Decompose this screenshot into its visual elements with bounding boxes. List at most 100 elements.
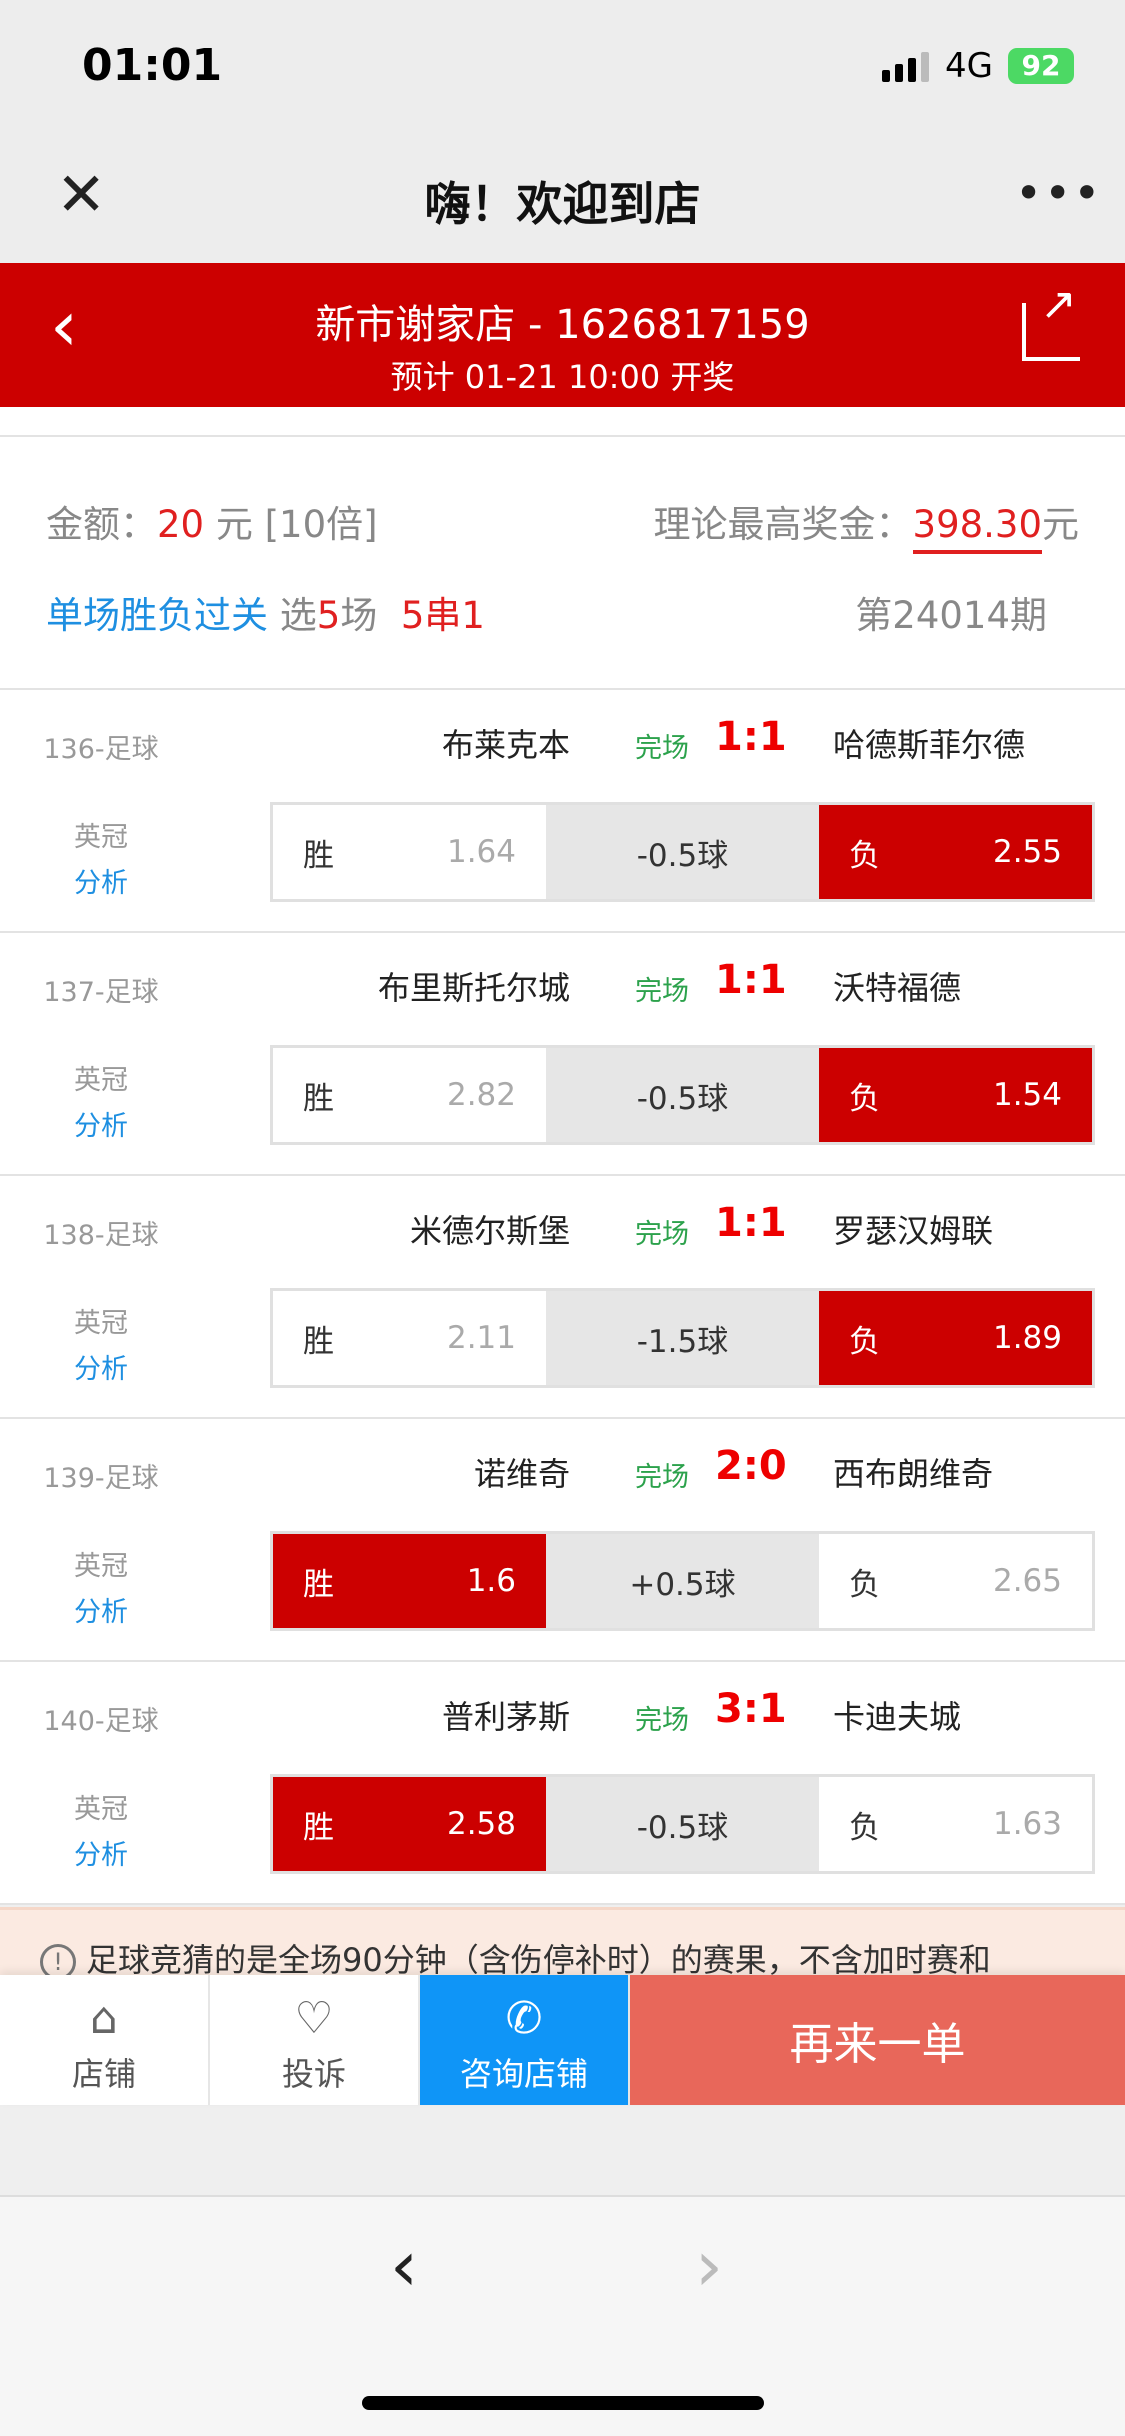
win-odds: 2.11 [446, 1320, 516, 1356]
win-option[interactable]: 胜 2.58 [273, 1777, 546, 1871]
lose-option[interactable]: 负 1.63 [819, 1777, 1092, 1871]
page-title: 嗨！欢迎到店 [424, 177, 701, 231]
divider [0, 407, 1125, 437]
match-status: 完场 [635, 733, 689, 764]
max-prize-value: 398.30 [912, 503, 1042, 554]
forward-icon[interactable]: › [695, 2225, 723, 2307]
browser-toolbar [0, 2195, 1125, 2436]
away-team: 哈德斯菲尔德 [833, 726, 1026, 764]
issue-number: 第24014期 [855, 594, 1047, 637]
match-row: 139-足球 英冠 分析 诺维奇 完场 2:0 西布朗维奇 胜 1.6 +0.5球 负… [0, 1419, 1125, 1662]
draw-time: 预计 01-21 10:00 开奖 [390, 358, 735, 396]
match-status: 完场 [635, 1219, 689, 1250]
away-team: 罗瑟汉姆联 [833, 1212, 994, 1250]
complain-button[interactable]: ♡ 投诉 [210, 1975, 420, 2105]
match-score: 1:1 [715, 957, 787, 1003]
play-type: 单场胜负过关 [46, 594, 268, 637]
signal-icon [882, 52, 929, 82]
shop-header [0, 263, 1125, 407]
analysis-link[interactable]: 分析 [74, 1840, 128, 1871]
match-code: 137-足球 [43, 977, 159, 1008]
combo: 5串1 [400, 594, 485, 637]
win-option[interactable]: 胜 2.82 [273, 1048, 546, 1142]
home-team: 诺维奇 [473, 1455, 570, 1493]
analysis-link[interactable]: 分析 [74, 1354, 128, 1385]
amount-value: 20 [157, 503, 205, 546]
consult-label: 咨询店铺 [459, 2055, 588, 2093]
match-row: 136-足球 英冠 分析 布莱克本 完场 1:1 哈德斯菲尔德 胜 1.64 -0.5… [0, 690, 1125, 933]
match-code: 139-足球 [43, 1463, 159, 1494]
win-label: 胜 [303, 837, 334, 874]
match-code: 136-足球 [43, 734, 159, 765]
lose-label: 负 [849, 1566, 880, 1603]
shop-button[interactable]: ⌂ 店铺 [0, 1975, 210, 2105]
share-icon[interactable] [1022, 279, 1080, 361]
order-info: 金额：20 元 [10倍] 理论最高奖金：398.30元 单场胜负过关 选5场 … [0, 437, 1125, 690]
lose-label: 负 [849, 1323, 880, 1360]
lose-option[interactable]: 负 1.89 [819, 1291, 1092, 1385]
nav-bar [0, 140, 1125, 263]
lose-option[interactable]: 负 2.55 [819, 805, 1092, 899]
analysis-link[interactable]: 分析 [74, 1111, 128, 1142]
more-icon[interactable]: ••• [1015, 166, 1103, 220]
lose-option[interactable]: 负 1.54 [819, 1048, 1092, 1142]
lose-option[interactable]: 负 2.65 [819, 1534, 1092, 1628]
win-odds: 2.58 [446, 1806, 516, 1842]
heart-icon: ♡ [294, 1993, 334, 2044]
match-status: 完场 [635, 1462, 689, 1493]
select-prefix: 选 [279, 594, 317, 637]
lose-label: 负 [849, 1080, 880, 1117]
league: 英冠 [74, 822, 128, 853]
win-label: 胜 [303, 1809, 334, 1846]
odds-box: 胜 2.11 -1.5球 负 1.89 [270, 1288, 1095, 1388]
match-status: 完场 [635, 976, 689, 1007]
odds-box: 胜 1.64 -0.5球 负 2.55 [270, 802, 1095, 902]
status-bar [0, 0, 1125, 140]
league: 英冠 [74, 1794, 128, 1825]
select-suffix: 场 [340, 594, 378, 637]
shop-label: 店铺 [71, 2055, 136, 2093]
away-team: 沃特福德 [833, 969, 962, 1007]
league: 英冠 [74, 1065, 128, 1096]
back-icon[interactable]: ‹ [50, 285, 78, 367]
home-team: 布里斯托尔城 [377, 969, 570, 1007]
phone-icon: ✆ [505, 1993, 543, 2044]
info-icon: ! [40, 1944, 76, 1975]
home-icon: ⌂ [90, 1993, 118, 2044]
home-indicator [362, 2396, 764, 2410]
analysis-link[interactable]: 分析 [74, 868, 128, 899]
match-score: 1:1 [715, 1200, 787, 1246]
reorder-button[interactable]: 再来一单 [630, 1975, 1125, 2105]
close-icon[interactable]: ✕ [56, 160, 107, 230]
max-prize: 理论最高奖金：398.30元 [653, 494, 1079, 554]
back-icon[interactable]: ‹ [390, 2225, 418, 2307]
select-count: 5 [316, 594, 341, 637]
odds-box: 胜 2.58 -0.5球 负 1.63 [270, 1774, 1095, 1874]
status-time: 01:01 [82, 40, 223, 91]
consult-button[interactable]: ✆ 咨询店铺 [420, 1975, 630, 2105]
network-type: 4G [945, 46, 993, 86]
league: 英冠 [74, 1308, 128, 1339]
match-row: 138-足球 英冠 分析 米德尔斯堡 完场 1:1 罗瑟汉姆联 胜 2.11 -1.5… [0, 1176, 1125, 1419]
max-prize-label: 理论最高奖金： [653, 503, 913, 546]
handicap: -0.5球 [546, 1048, 819, 1142]
match-score: 2:0 [715, 1443, 787, 1489]
notice-banner: ! 足球竞猜的是全场90分钟（含伤停补时）的赛果，不含加时赛和 [0, 1907, 1125, 1975]
lose-odds: 2.65 [992, 1563, 1062, 1599]
match-status: 完场 [635, 1705, 689, 1736]
win-option[interactable]: 胜 1.64 [273, 805, 546, 899]
home-team: 布莱克本 [441, 726, 570, 764]
amount-unit: 元 [10倍] [215, 503, 378, 546]
win-option[interactable]: 胜 1.6 [273, 1534, 546, 1628]
win-odds: 1.6 [466, 1563, 516, 1599]
bottom-bar: ⌂ 店铺 ♡ 投诉 ✆ 咨询店铺 再来一单 [0, 1975, 1125, 2105]
match-row: 137-足球 英冠分析 布里斯托尔城 完场 1:1 沃特福德 胜 2.82 -0.5… [0, 933, 1125, 1176]
handicap: -0.5球 [546, 1777, 819, 1871]
win-option[interactable]: 胜 2.11 [273, 1291, 546, 1385]
match-row: 140-足球 英冠 分析 普利茅斯 完场 3:1 卡迪夫城 胜 2.58 -0.5球 … [0, 1662, 1125, 1905]
lose-label: 负 [849, 1809, 880, 1846]
lose-label: 负 [849, 837, 880, 874]
win-label: 胜 [303, 1323, 334, 1360]
analysis-link[interactable]: 分析 [74, 1597, 128, 1628]
league: 英冠 [74, 1551, 128, 1582]
